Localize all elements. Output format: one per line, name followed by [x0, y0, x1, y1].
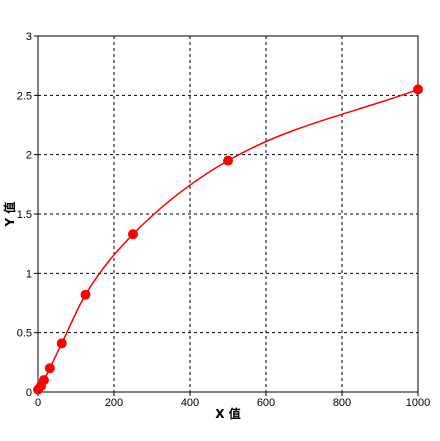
x-tick-label: 600	[257, 397, 275, 409]
y-axis-ticks: 0 0.5 1 1.5 2 2.5 3	[17, 31, 38, 399]
x-tick-label: 400	[181, 397, 199, 409]
data-points	[33, 84, 423, 395]
x-axis-title: X 值	[215, 406, 240, 421]
x-axis-ticks: 0 200 400 600 800 1000	[35, 392, 430, 409]
data-point	[128, 229, 138, 240]
data-point	[223, 155, 233, 166]
y-tick-label: 0	[26, 387, 32, 399]
x-tick-label: 1000	[406, 397, 430, 409]
y-tick-label: 2	[26, 150, 32, 162]
data-point	[413, 84, 423, 95]
data-point	[80, 289, 91, 300]
y-tick-label: 1	[26, 268, 32, 280]
data-point	[44, 363, 55, 374]
y-tick-label: 2.5	[17, 90, 32, 102]
x-tick-label: 800	[333, 397, 351, 409]
y-tick-label: 0.5	[17, 328, 32, 340]
x-tick-label: 0	[35, 397, 41, 409]
data-point	[56, 338, 67, 349]
y-axis-title: Y 值	[2, 202, 17, 228]
y-tick-label: 3	[26, 31, 32, 43]
grid-lines	[38, 36, 418, 392]
x-tick-label: 200	[105, 397, 123, 409]
y-tick-label: 1.5	[17, 209, 32, 221]
data-point	[38, 375, 49, 386]
plot-area	[38, 36, 418, 392]
